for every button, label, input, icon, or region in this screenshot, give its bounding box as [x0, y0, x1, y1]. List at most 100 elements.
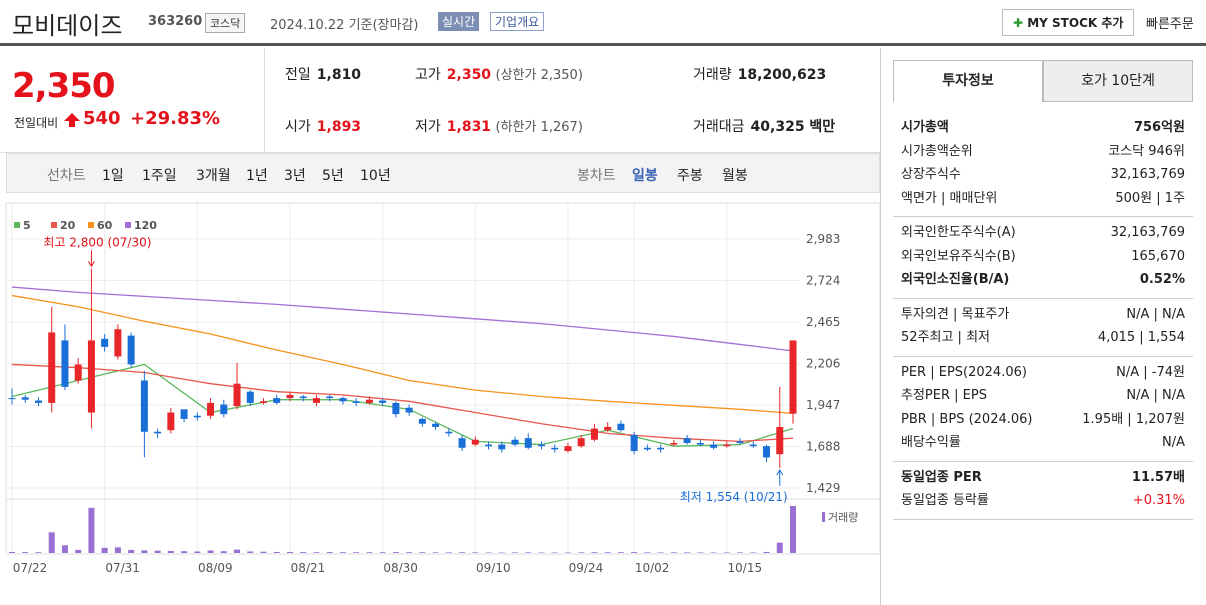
- info-value: 500원 | 1주: [1115, 190, 1185, 206]
- x-tick-label: 10/02: [635, 561, 670, 575]
- period-item[interactable]: 1일: [102, 168, 124, 184]
- period-item[interactable]: 1주일: [142, 168, 177, 184]
- summary-label: 시가: [285, 119, 311, 135]
- info-label: 외국인소진율(B/A): [901, 272, 1010, 287]
- info-row: 시가총액 756억원: [901, 116, 1185, 140]
- candle-body: [127, 335, 135, 365]
- realtime[interactable]: 실시간: [438, 12, 480, 31]
- candle-body: [590, 428, 598, 440]
- summary-value: 1,893: [316, 119, 362, 135]
- summary-label: 저가: [415, 119, 441, 135]
- period-item[interactable]: 1년: [246, 168, 268, 184]
- candle-body: [140, 380, 148, 432]
- info-label: 시가총액순위: [901, 143, 973, 159]
- volume-bar: [631, 552, 638, 553]
- volume-bar: [353, 552, 360, 553]
- period-item[interactable]: 10년: [360, 168, 391, 184]
- candle-body: [101, 338, 109, 347]
- volume-bar: [75, 549, 82, 553]
- y-tick-label: 1,947: [806, 398, 840, 412]
- volume-bar: [670, 552, 677, 553]
- legend-swatch: [88, 222, 94, 228]
- candle-body: [776, 426, 784, 455]
- candle-body: [749, 444, 757, 447]
- info-row: 외국인한도주식수(A) 32,163,769: [901, 221, 1185, 245]
- x-tick-label: 10/15: [728, 561, 763, 575]
- x-tick-label: 08/09: [198, 561, 233, 575]
- candle-body: [564, 446, 572, 451]
- volume-bar: [114, 547, 121, 553]
- tab[interactable]: 호가 10단계: [1043, 60, 1193, 102]
- header: 모비데이즈 363260 코스닥 2024.10.22 기준(장마감) 실시간 …: [0, 0, 1206, 46]
- info-row: PBR | BPS (2024.06) 1.95배 | 1,207원: [901, 408, 1185, 432]
- info-value: 11.57배: [1131, 469, 1185, 485]
- candle-item[interactable]: 월봉: [722, 168, 748, 184]
- period-item[interactable]: 3년: [284, 168, 306, 184]
- quick-order[interactable]: 빠른주문: [1146, 17, 1194, 32]
- tab[interactable]: 투자정보: [893, 60, 1043, 102]
- candle-body: [260, 401, 268, 403]
- candle-body: [48, 332, 56, 403]
- market-tag: 코스닥: [205, 13, 246, 33]
- volume-bar: [750, 552, 757, 553]
- volume-bar: [181, 551, 188, 553]
- volume-bar: [406, 552, 413, 553]
- candle-body: [511, 439, 519, 445]
- ma-line: [11, 286, 794, 352]
- candle-body: [696, 442, 704, 445]
- period-bar: 선차트 1일 1주일 3개월 1년 3년 5년 10년 봉차트 일봉 주봉 월봉: [6, 153, 880, 193]
- candle-item[interactable]: 일봉: [632, 168, 658, 184]
- period-item[interactable]: 3개월: [196, 168, 231, 184]
- summary-label: 전일: [285, 67, 311, 83]
- period-item[interactable]: 5년: [322, 168, 344, 184]
- volume-bar: [273, 551, 280, 553]
- volume-bar: [154, 550, 161, 553]
- candle-body: [286, 394, 294, 399]
- candle-body: [167, 412, 175, 431]
- volume-bar: [604, 552, 611, 553]
- info-value: 32,163,769: [1110, 225, 1185, 240]
- info-row: 배당수익률 N/A: [901, 431, 1185, 455]
- candle-item[interactable]: 주봉: [677, 168, 703, 184]
- stock-name: 모비데이즈: [12, 12, 123, 40]
- info-row: 동일업종 등락률 +0.31%: [901, 489, 1185, 513]
- volume-legend-swatch: [822, 512, 825, 522]
- candle-body: [339, 398, 347, 402]
- candle-body: [604, 426, 612, 431]
- info-group: 동일업종 PER 11.57배 동일업종 등락률 +0.31%: [893, 462, 1193, 520]
- volume-bar: [101, 547, 108, 553]
- x-tick-label: 07/31: [105, 561, 140, 575]
- info-label: 외국인보유주식수(B): [901, 248, 1016, 264]
- legend-swatch: [51, 222, 57, 228]
- volume-bar: [260, 551, 267, 553]
- volume-bar: [776, 542, 783, 553]
- info-value: +0.31%: [1132, 493, 1185, 508]
- info-row: 52주최고 | 최저 4,015 | 1,554: [901, 326, 1185, 350]
- candle-body: [763, 446, 771, 458]
- candle-body: [312, 398, 320, 403]
- summary-cell: 고가 2,350 (상한가 2,350): [415, 64, 583, 84]
- summary-value: 1,810: [316, 67, 362, 83]
- summary-label: 고가: [415, 67, 441, 83]
- overview[interactable]: 기업개요: [490, 12, 545, 31]
- volume-bar: [790, 506, 796, 553]
- candle-body: [326, 396, 334, 399]
- legend-label: 120: [134, 219, 157, 232]
- candle-body: [471, 439, 479, 445]
- volume-bar: [379, 552, 386, 553]
- summary-label: 거래대금: [693, 119, 745, 135]
- candle-body: [352, 401, 360, 403]
- info-row: PER | EPS(2024.06) N/A | -74원: [901, 361, 1185, 385]
- candle-body: [207, 402, 215, 416]
- stock-code: 363260: [148, 14, 203, 29]
- volume-bar: [485, 552, 492, 553]
- volume-bar: [472, 552, 479, 553]
- annotation: 최고 2,800 (07/30): [43, 235, 151, 249]
- info-value: 코스닥 946위: [1108, 143, 1185, 159]
- info-value: 0.52%: [1139, 272, 1185, 287]
- candle-body: [114, 329, 122, 357]
- volume-bar: [207, 550, 214, 553]
- mystock-button[interactable]: ✚ MY STOCK 추가: [1002, 9, 1135, 36]
- info-value: N/A | N/A: [1126, 388, 1185, 403]
- volume-bar: [366, 552, 373, 553]
